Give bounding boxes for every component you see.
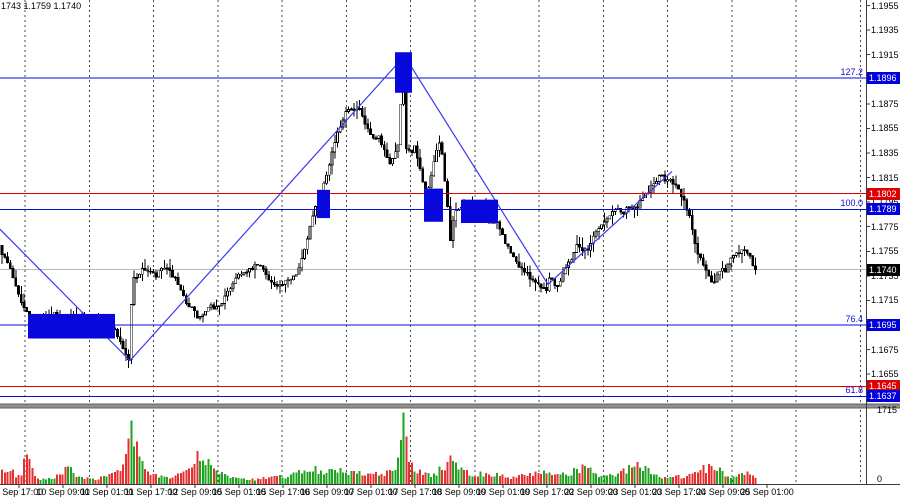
- grid-lines: [24, 0, 861, 484]
- price-level-tag: 1.1637: [867, 390, 900, 403]
- price-tick-label: 1.1795: [871, 197, 899, 208]
- fib-level-lines: [0, 77, 866, 397]
- ohlc-readout: 1743 1.1759 1.1740: [1, 1, 82, 11]
- fib-percent-label: 61.8: [845, 385, 863, 396]
- axis-frame: [0, 0, 900, 488]
- price-tick-label: 1.1815: [871, 172, 899, 183]
- price-tick-label: 1.1855: [871, 123, 899, 134]
- price-tick-label: 1.1715: [871, 295, 899, 306]
- date-label: 17 Sep 17:00: [388, 487, 442, 497]
- date-label: 11 Sep 01:00: [80, 487, 134, 497]
- date-label: 19 Sep 01:00: [476, 487, 530, 497]
- price-tick-label: 1.1955: [871, 0, 899, 11]
- date-label: 22 Sep 09:00: [564, 487, 618, 497]
- fib-percent-label: 76.4: [845, 313, 863, 324]
- volume-bars: [1, 412, 757, 484]
- volume-scale-max: 1715: [877, 405, 898, 415]
- date-label: 24 Sep 09:00: [696, 487, 750, 497]
- price-tick-label: 1.1935: [871, 25, 899, 36]
- pane-divider: [0, 403, 900, 409]
- date-label: 12 Sep 09:00: [168, 487, 222, 497]
- price-level-tag: 1.1802: [867, 187, 900, 200]
- pattern-boxes: [28, 52, 498, 339]
- fib-percent-label: 127.2: [840, 67, 863, 78]
- date-label: 10 Sep 09:00: [36, 487, 90, 497]
- price-level-tag: 1.1740: [867, 263, 900, 276]
- date-label: 16 Sep 09:00: [300, 487, 354, 497]
- price-level-tag: 1.1789: [867, 203, 900, 216]
- date-label: 11 Sep 17:00: [124, 487, 178, 497]
- price-tick-label: 1.1775: [871, 221, 899, 232]
- date-label: 19 Sep 17:00: [520, 487, 574, 497]
- price-tick-label: 1.1875: [871, 98, 899, 109]
- price-level-tag: 1.1896: [867, 72, 900, 85]
- price-level-tag: 1.1695: [867, 318, 900, 331]
- date-label: 23 Sep 17:00: [652, 487, 706, 497]
- fib-percent-label: 100.0: [840, 198, 863, 209]
- volume-scale-zero: 0: [877, 474, 883, 484]
- date-label: 15 Sep 17:00: [256, 487, 310, 497]
- price-tick-label: 1.1835: [871, 147, 899, 158]
- date-label: 15 Sep 01:00: [212, 487, 266, 497]
- date-label: 9 Sep 17:00: [0, 487, 44, 497]
- price-tick-label: 1.1675: [871, 344, 899, 355]
- price-tick-label: 1.1735: [871, 270, 899, 281]
- price-tick-label: 1.1755: [871, 246, 899, 257]
- date-label: 23 Sep 01:00: [608, 487, 662, 497]
- price-tick-label: 1.1915: [871, 49, 899, 60]
- date-label: 18 Sep 09:00: [432, 487, 486, 497]
- date-label: 25 Sep 01:00: [740, 487, 794, 497]
- price-level-tag: 1.1645: [867, 380, 900, 393]
- date-label: 17 Sep 01:00: [344, 487, 398, 497]
- price-tick-label: 1.1655: [871, 369, 899, 380]
